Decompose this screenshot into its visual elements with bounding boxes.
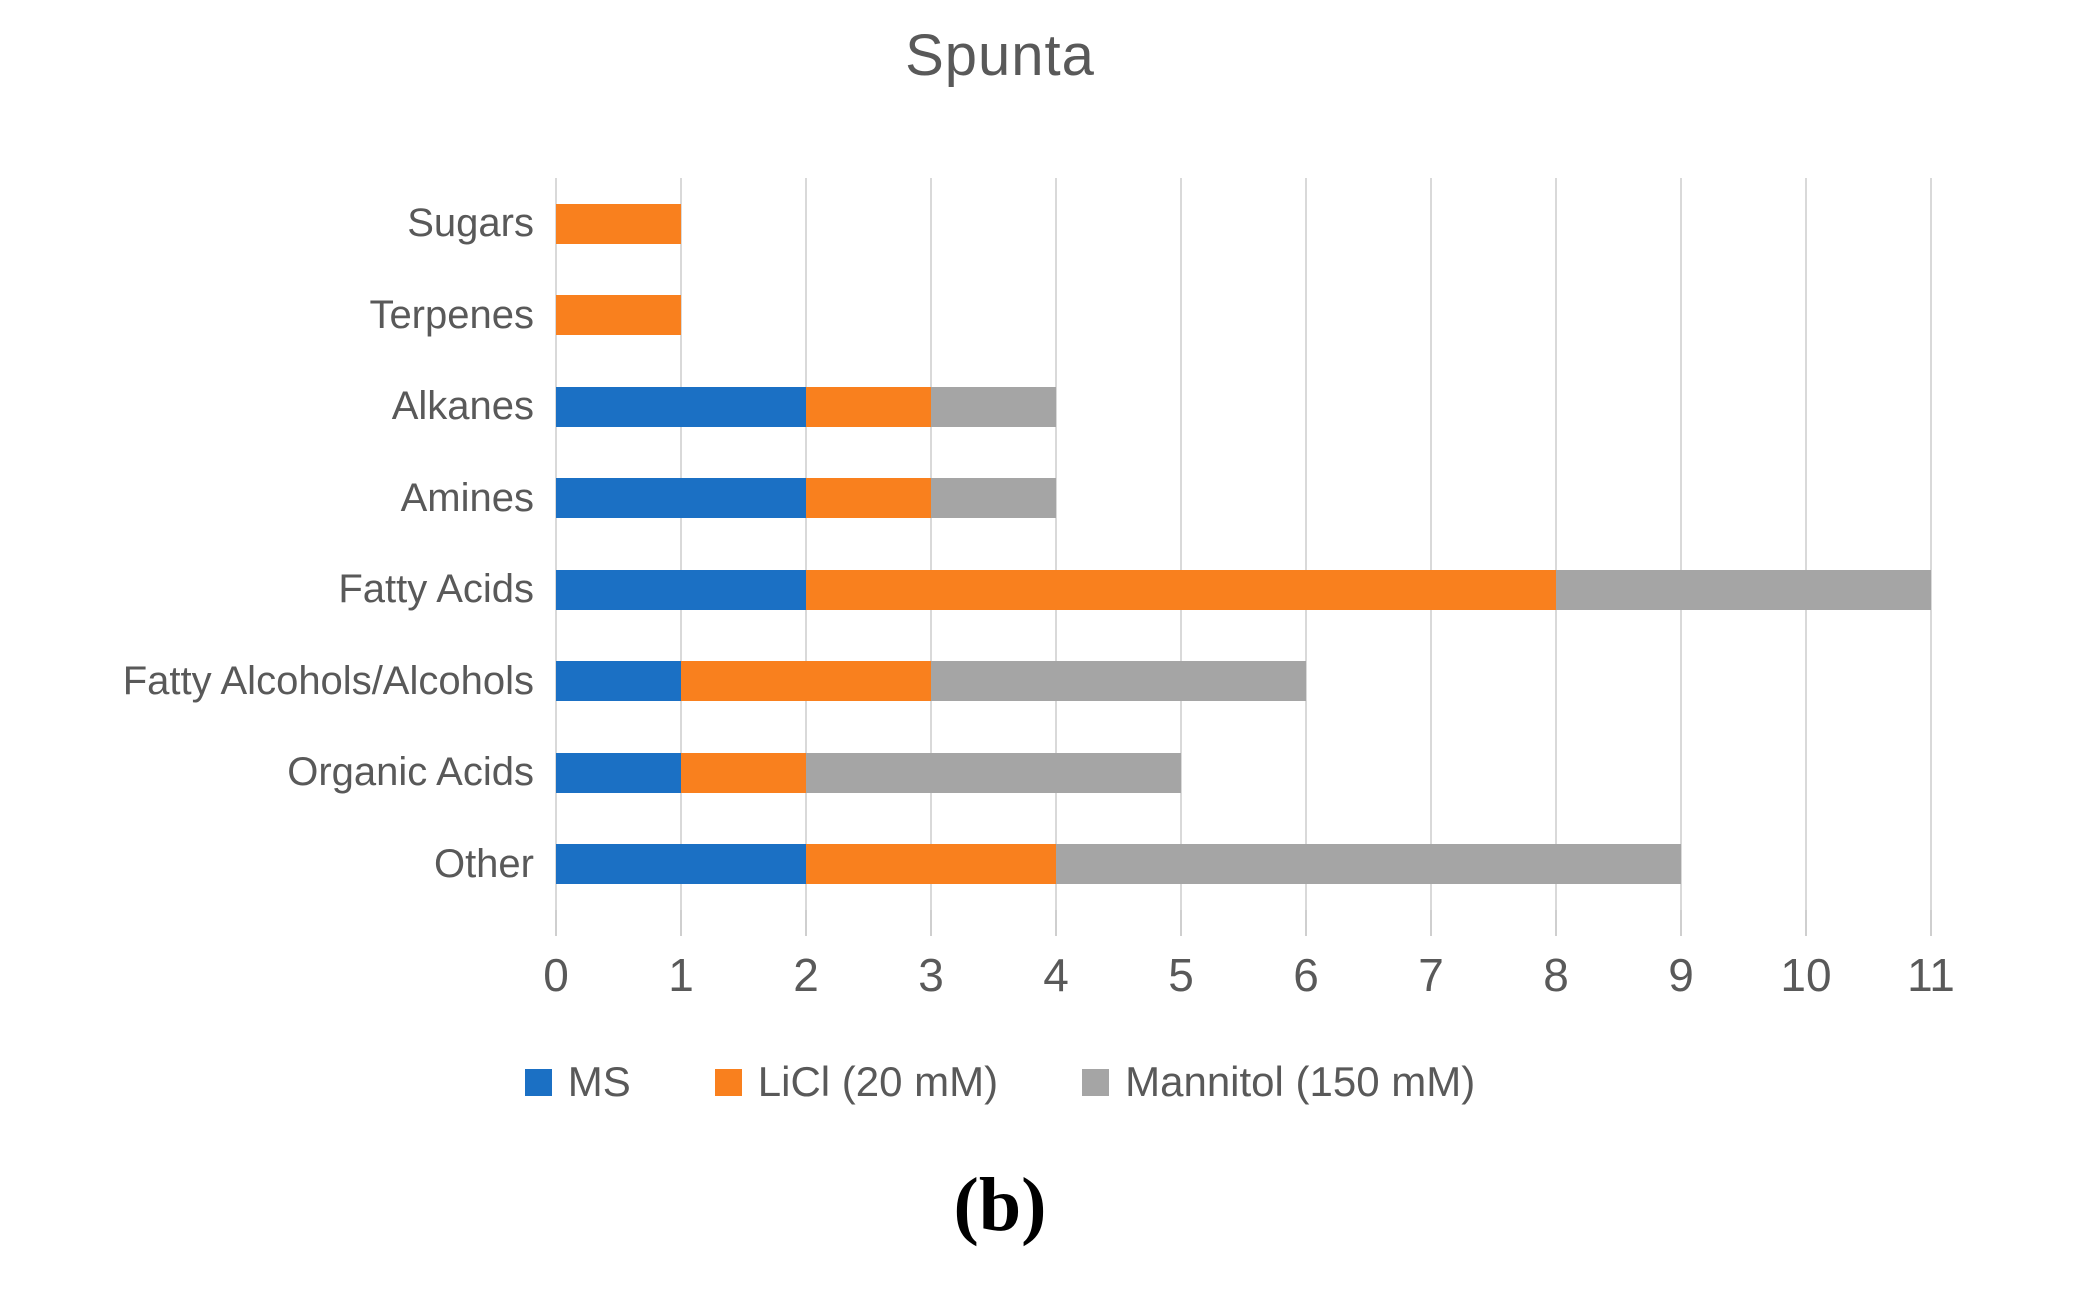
gridline <box>1180 178 1182 910</box>
category-label: Terpenes <box>369 292 534 337</box>
bar-row <box>556 727 1931 819</box>
legend-item: LiCl (20 mM) <box>714 1058 999 1106</box>
axis-tick-mark <box>1305 910 1307 936</box>
category-label: Amines <box>400 475 534 520</box>
gridline <box>555 178 557 910</box>
category-label: Sugars <box>407 201 534 246</box>
bar-segment <box>931 386 1056 427</box>
bar-segment <box>1056 844 1681 885</box>
category-label: Alkanes <box>391 384 534 429</box>
bar-segment <box>556 478 806 519</box>
bar-segment <box>806 752 1181 793</box>
gridline <box>1055 178 1057 910</box>
bar-row <box>556 544 1931 636</box>
bar-segment <box>931 661 1306 702</box>
bar-segment <box>806 386 931 427</box>
bar-row <box>556 819 1931 911</box>
gridline <box>1555 178 1557 910</box>
stacked-bar <box>556 752 1181 793</box>
legend-color-swatch <box>714 1068 742 1096</box>
axis-tick-mark <box>1805 910 1807 936</box>
x-tick-label: 3 <box>918 949 944 1001</box>
bar-segment <box>931 478 1056 519</box>
x-axis: 0 1 2 3 4 5 6 7 8 9 10 11 <box>543 949 1955 1001</box>
x-tick-label: 8 <box>1543 949 1569 1001</box>
bar-row <box>556 270 1931 362</box>
gridline <box>680 178 682 910</box>
axis-tick-mark <box>1680 910 1682 936</box>
axis-tick-mark <box>1055 910 1057 936</box>
bar-segment <box>556 752 681 793</box>
legend-color-swatch <box>524 1068 552 1096</box>
bar-row <box>556 453 1931 545</box>
gridline <box>1680 178 1682 910</box>
bar-row <box>556 361 1931 453</box>
gridline <box>1305 178 1307 910</box>
gridline <box>805 178 807 910</box>
x-tick-label: 9 <box>1668 949 1694 1001</box>
gridline <box>1930 178 1932 910</box>
x-tick-label: 1 <box>668 949 694 1001</box>
gridline <box>1430 178 1432 910</box>
x-tick-label: 0 <box>543 949 569 1001</box>
axis-tick-mark <box>680 910 682 936</box>
axis-tick-mark <box>1930 910 1932 936</box>
category-label: Fatty Alcohols/Alcohols <box>122 658 534 703</box>
legend-label: MS <box>567 1058 631 1105</box>
chart-area: Spunta Sugars Terpenes Alkanes Amines Fatty … <box>0 23 2000 1247</box>
x-tick-label: 2 <box>793 949 819 1001</box>
category-label: Fatty Acids <box>338 567 534 612</box>
stacked-bar <box>556 203 681 244</box>
bar-row <box>556 178 1931 270</box>
bar-row <box>556 636 1931 728</box>
stacked-bar <box>556 844 1681 885</box>
axis-tick-mark <box>555 910 557 936</box>
x-tick-label: 7 <box>1418 949 1444 1001</box>
bar-segment <box>806 478 931 519</box>
stacked-bar <box>556 295 681 336</box>
bar-segment <box>556 844 806 885</box>
x-tick-label: 11 <box>1907 949 1955 1001</box>
bar-segment <box>556 386 806 427</box>
bar-segment <box>556 295 681 336</box>
x-tick-label: 6 <box>1293 949 1319 1001</box>
x-tick-label: 5 <box>1168 949 1194 1001</box>
plot-area: Sugars Terpenes Alkanes Amines Fatty Acids Fa… <box>123 178 1932 936</box>
bar-segment <box>556 661 681 702</box>
axis-tick-mark <box>1180 910 1182 936</box>
bar-segment <box>681 661 931 702</box>
legend-color-swatch <box>1082 1068 1110 1096</box>
figure-caption: (b) <box>953 1163 1047 1247</box>
x-tick-label: 10 <box>1780 949 1832 1001</box>
legend-item: Mannitol (150 mM) <box>1082 1058 1475 1106</box>
chart-title: Spunta <box>905 23 1095 88</box>
gridline <box>930 178 932 910</box>
stacked-bar <box>556 386 1056 427</box>
legend: MS LiCl (20 mM) Mannitol (150 mM) <box>0 1058 2000 1106</box>
stacked-bar <box>556 478 1056 519</box>
category-label: Other <box>433 841 534 886</box>
category-label: Organic Acids <box>287 750 534 795</box>
stacked-bar <box>556 569 1931 610</box>
stacked-bar <box>556 661 1306 702</box>
bar-segment <box>556 203 681 244</box>
bar-segment <box>556 569 806 610</box>
bar-segment <box>806 844 1056 885</box>
axis-tick-mark <box>1555 910 1557 936</box>
axis-tick-mark <box>930 910 932 936</box>
legend-label: Mannitol (150 mM) <box>1125 1058 1476 1105</box>
bar-segment <box>681 752 806 793</box>
bar-segment <box>806 569 1556 610</box>
bar-segment <box>1556 569 1931 610</box>
legend-item: MS <box>524 1058 631 1106</box>
legend-label: LiCl (20 mM) <box>757 1058 999 1105</box>
axis-tick-mark <box>805 910 807 936</box>
x-tick-label: 4 <box>1043 949 1069 1001</box>
gridline <box>1805 178 1807 910</box>
axis-tick-mark <box>1430 910 1432 936</box>
